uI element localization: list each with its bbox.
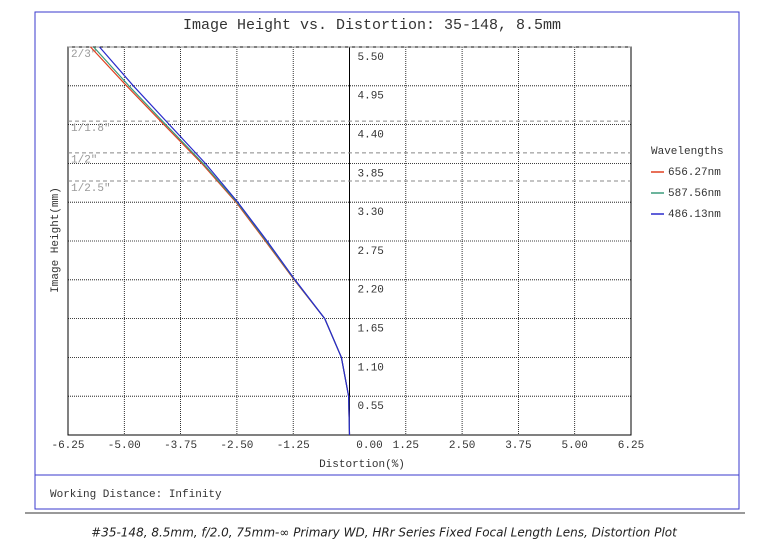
legend-label: 656.27nm xyxy=(668,167,721,179)
y-tick-label: 3.30 xyxy=(358,207,384,219)
y-tick-label: 3.85 xyxy=(358,168,384,180)
caption: #35-148, 8.5mm, f/2.0, 75mm-∞ Primary WD… xyxy=(91,526,678,540)
x-tick-label: -2.50 xyxy=(220,440,253,452)
y-tick-label: 1.10 xyxy=(358,362,384,374)
footer-note: Working Distance: Infinity xyxy=(50,489,222,501)
y-tick-label: 2.20 xyxy=(358,285,384,297)
y-tick-label: 4.95 xyxy=(358,91,384,103)
data-line xyxy=(99,46,351,436)
x-tick-label: -6.25 xyxy=(51,440,84,452)
x-tick-label: -3.75 xyxy=(164,440,197,452)
frame xyxy=(34,11,740,510)
x-axis-title: Distortion(%) xyxy=(319,459,405,471)
x-tick-label: -1.25 xyxy=(277,440,310,452)
x-tick-label: 5.00 xyxy=(561,440,587,452)
x-tick-label: 1.25 xyxy=(393,440,419,452)
sensor-label: 1/1.8" xyxy=(71,123,111,135)
chart-title: Image Height vs. Distortion: 35-148, 8.5… xyxy=(183,17,561,34)
sensor-label: 1/2" xyxy=(71,155,97,167)
y-tick-label: 2.75 xyxy=(358,246,384,258)
y-tick-label: 5.50 xyxy=(358,52,384,64)
x-tick-label: 0.00 xyxy=(356,440,382,452)
x-tick-label: 3.75 xyxy=(505,440,531,452)
y-tick-label: 0.55 xyxy=(358,401,384,413)
y-tick-label: 4.40 xyxy=(358,130,384,142)
x-tick-label: 6.25 xyxy=(618,440,644,452)
sensor-label: 1/2.5" xyxy=(71,183,111,195)
x-tick-label: 2.50 xyxy=(449,440,475,452)
legend-title: Wavelengths xyxy=(651,146,724,158)
y-tick-label: 1.65 xyxy=(358,324,384,336)
sensor-label: 2/3" xyxy=(71,49,97,61)
legend-label: 587.56nm xyxy=(668,188,721,200)
x-tick-label: -5.00 xyxy=(108,440,141,452)
legend-label: 486.13nm xyxy=(668,209,721,221)
y-axis-title: Image Height(mm) xyxy=(50,187,62,293)
